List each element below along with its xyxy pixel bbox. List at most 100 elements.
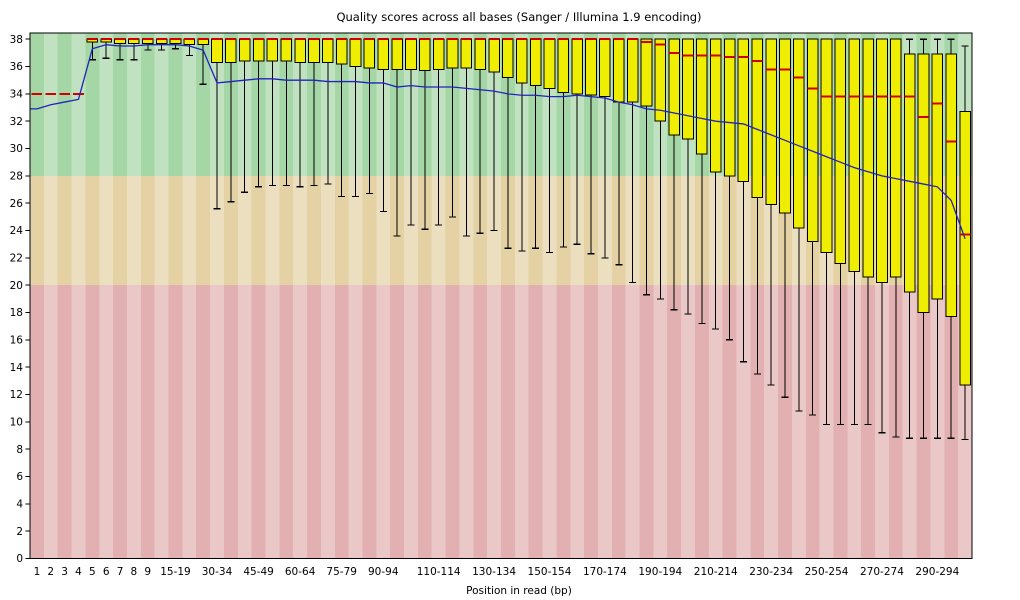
- chart-title: Quality scores across all bases (Sanger …: [336, 10, 701, 24]
- x-tick-label: 60-64: [285, 566, 316, 578]
- x-tick-label: 90-94: [368, 566, 399, 578]
- quality-box: [806, 38, 819, 242]
- quality-box: [626, 38, 639, 103]
- y-tick-label: 12: [10, 389, 23, 401]
- x-tick-label: 130-134: [472, 566, 516, 578]
- y-tick-label: 20: [10, 280, 23, 292]
- x-tick-label: 75-79: [326, 566, 357, 578]
- column-stripe: [487, 33, 501, 559]
- quality-zone-bad: [30, 285, 972, 559]
- mean-quality-line: [30, 44, 966, 239]
- y-tick-label: 28: [10, 171, 23, 183]
- quality-box: [654, 38, 667, 122]
- quality-box: [682, 38, 694, 140]
- quality-box: [931, 53, 944, 300]
- column-stripe: [404, 33, 418, 559]
- y-tick-label: 6: [16, 471, 23, 483]
- quality-box: [834, 38, 847, 264]
- column-stripe: [320, 33, 335, 559]
- column-stripe: [570, 33, 585, 559]
- quality-box: [599, 38, 611, 98]
- quality-box: [571, 38, 583, 95]
- column-stripe: [542, 33, 557, 559]
- quality-box: [419, 38, 431, 72]
- x-tick-label: 8: [131, 566, 138, 578]
- x-tick-label: 250-254: [805, 566, 849, 578]
- quality-box: [848, 38, 861, 273]
- plot-border: [29, 32, 973, 559]
- quality-box: [294, 38, 306, 63]
- quality-box: [612, 38, 625, 103]
- x-tick-label: 190-194: [638, 566, 682, 578]
- y-tick-label: 34: [10, 89, 24, 101]
- y-tick-label: 16: [10, 335, 24, 347]
- quality-box: [779, 38, 791, 214]
- quality-box: [363, 38, 376, 69]
- x-tick-label: 5: [89, 566, 96, 578]
- quality-box: [903, 53, 916, 293]
- x-tick-label: 110-114: [417, 566, 461, 578]
- quality-box: [529, 38, 542, 87]
- quality-box: [322, 38, 334, 63]
- quality-box: [876, 38, 888, 283]
- y-tick-label: 18: [10, 307, 23, 319]
- quality-box: [862, 38, 874, 278]
- x-tick-label: 45-49: [243, 566, 274, 578]
- y-tick-label: 24: [10, 225, 24, 237]
- quality-box: [391, 38, 403, 70]
- y-tick-label: 4: [16, 499, 23, 511]
- quality-box: [696, 38, 708, 155]
- y-tick-label: 2: [16, 526, 23, 538]
- x-tick-label: 7: [117, 566, 124, 578]
- x-tick-label: 6: [103, 566, 110, 578]
- x-tick-label: 9: [144, 566, 151, 578]
- column-stripe: [376, 33, 391, 559]
- quality-box: [460, 38, 473, 69]
- quality-box: [959, 111, 971, 386]
- x-tick-label: 290-294: [915, 566, 959, 578]
- quality-box: [502, 38, 514, 78]
- column-stripe: [597, 33, 612, 559]
- column-stripe: [182, 33, 197, 559]
- y-tick-label: 36: [10, 61, 24, 73]
- quality-box: [640, 38, 653, 107]
- x-tick-label: 270-274: [860, 566, 904, 578]
- column-stripe: [43, 33, 58, 559]
- x-tick-label: 2: [47, 566, 54, 578]
- quality-box: [474, 38, 487, 70]
- column-stripe: [210, 33, 224, 559]
- quality-box: [793, 38, 805, 229]
- quality-box: [211, 38, 223, 63]
- y-tick-label: 22: [10, 253, 23, 265]
- quality-box: [751, 38, 764, 199]
- quality-box: [820, 38, 833, 253]
- column-stripe: [99, 33, 114, 559]
- x-tick-label: 210-214: [694, 566, 738, 578]
- column-stripe: [293, 33, 308, 559]
- quality-box: [308, 38, 320, 63]
- column-stripe: [237, 33, 252, 559]
- x-tick-label: 4: [75, 566, 82, 578]
- quality-box: [585, 38, 597, 96]
- quality-box: [405, 38, 417, 70]
- y-tick-label: 32: [10, 116, 23, 128]
- y-tick-label: 30: [10, 143, 23, 155]
- quality-box: [765, 38, 777, 206]
- quality-box: [432, 38, 445, 70]
- column-stripe: [265, 33, 280, 559]
- quality-box: [446, 38, 459, 69]
- quality-box: [349, 38, 362, 68]
- column-stripe: [514, 33, 529, 559]
- quality-box: [543, 38, 556, 89]
- quality-box: [266, 38, 279, 62]
- y-tick-label: 8: [16, 444, 23, 456]
- quality-box: [377, 38, 390, 70]
- column-stripe: [154, 33, 169, 559]
- column-stripe: [348, 33, 363, 559]
- quality-box: [252, 38, 265, 62]
- quality-box: [225, 38, 237, 63]
- quality-box: [709, 38, 722, 173]
